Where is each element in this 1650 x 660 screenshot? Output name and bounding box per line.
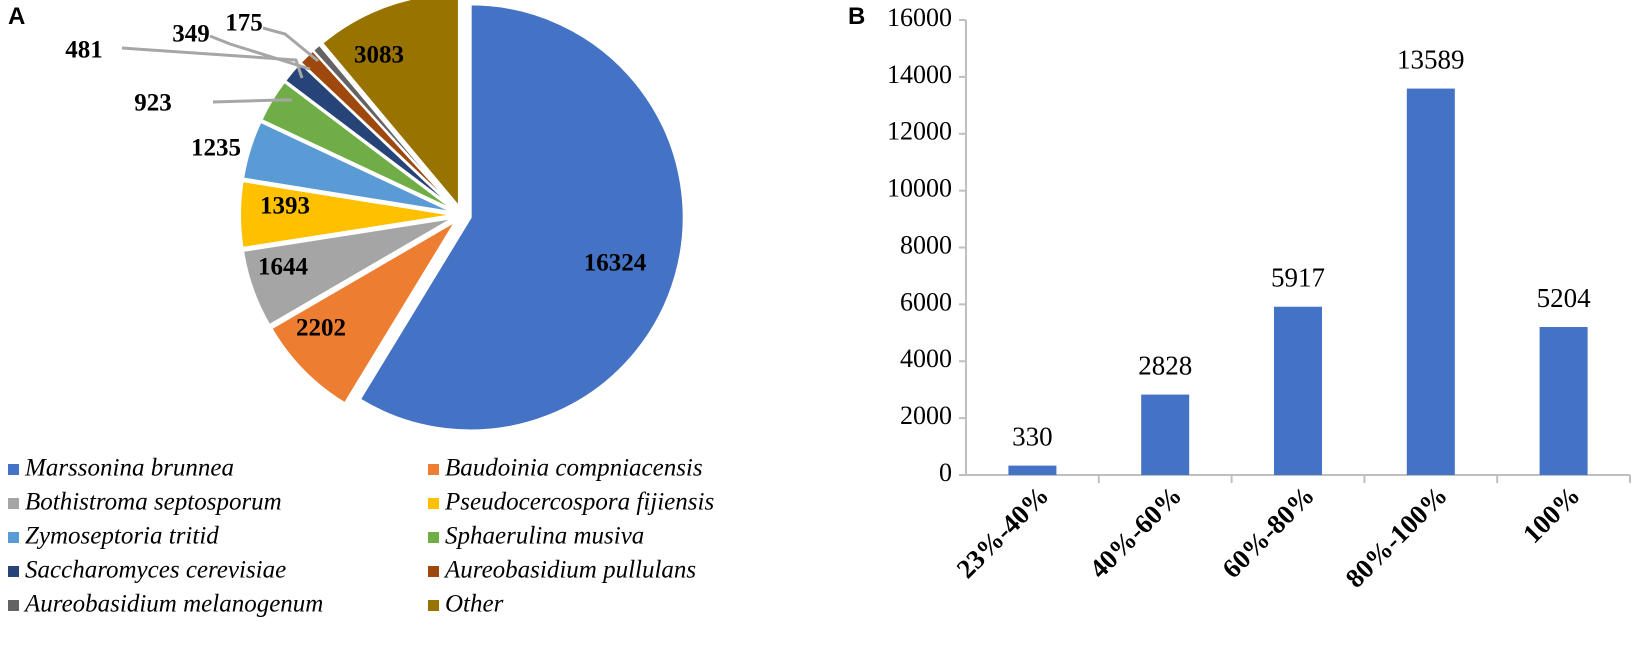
x-category-label-3: 60%-80% — [1216, 480, 1320, 584]
pie-slice-3 — [241, 217, 455, 327]
x-category-label-4: 80%-100% — [1340, 480, 1453, 593]
pie-slice-5 — [241, 120, 454, 214]
y-tick-label: 14000 — [887, 60, 952, 89]
legend-swatch-3 — [8, 498, 19, 509]
legend-swatch-4 — [428, 498, 439, 509]
legend-swatch-7 — [8, 566, 19, 577]
legend-label-10: Other — [445, 591, 504, 618]
bar-3 — [1274, 306, 1322, 475]
legend-label-8: Aureobasidium pullulans — [443, 557, 696, 584]
pie-value-label-6: 923 — [134, 90, 172, 117]
pie-value-label-1: 16324 — [584, 250, 647, 277]
bar-2 — [1141, 394, 1190, 475]
legend-swatch-9 — [8, 600, 19, 611]
legend-swatch-2 — [428, 464, 439, 475]
x-category-label-5: 100% — [1517, 480, 1586, 549]
pie-chart: 16324 2202 1644 1393 1235 923 481 349 175 3083 — [65, 0, 685, 432]
y-tick-label: 2000 — [900, 401, 952, 430]
pie-value-label-8: 349 — [172, 21, 210, 48]
pie-leader-line-7 — [121, 46, 304, 79]
pie-slice-2 — [270, 220, 457, 405]
pie-slice-1 — [358, 3, 685, 432]
bar-value-label-4: 13589 — [1397, 45, 1465, 75]
pie-value-label-9: 175 — [225, 10, 263, 37]
legend-swatch-1 — [8, 464, 19, 475]
pie-slice-4 — [239, 179, 454, 250]
legend-label-5: Zymoseptoria tritid — [25, 523, 219, 550]
bar-5 — [1539, 327, 1588, 475]
pie-value-label-4: 1393 — [260, 193, 310, 220]
pie-leader-line-6 — [212, 98, 292, 104]
y-tick-label: 16000 — [887, 3, 952, 32]
pie-value-label-10: 3083 — [354, 42, 404, 69]
legend-label-3: Bothistroma septosporum — [25, 489, 282, 516]
pie-leader-line-9 — [262, 26, 319, 63]
legend-label-9: Aureobasidium melanogenum — [23, 591, 323, 618]
pie-value-label-3: 1644 — [258, 254, 309, 281]
legend-swatch-8 — [428, 566, 439, 577]
legend-label-1: Marssonina brunnea — [24, 455, 234, 482]
y-tick-label: 8000 — [900, 230, 952, 259]
legend-label-6: Sphaerulina musiva — [445, 523, 644, 550]
pie-legend: Marssonina brunnea Baudoinia compniacensi… — [8, 455, 714, 618]
pie-slice-9 — [311, 43, 457, 209]
pie-leader-line-8 — [209, 34, 311, 71]
legend-swatch-5 — [8, 532, 19, 543]
bar-value-label-2: 2828 — [1138, 351, 1192, 381]
x-category-label-2: 40%-60% — [1083, 480, 1187, 584]
legend-label-2: Baudoinia compniacensis — [445, 455, 703, 482]
legend-label-4: Pseudocercospora fijiensis — [444, 489, 714, 516]
y-tick-label: 0 — [939, 458, 952, 487]
bar-1 — [1008, 465, 1057, 475]
legend-swatch-6 — [428, 532, 439, 543]
bar-value-label-5: 5204 — [1537, 283, 1592, 313]
pie-value-label-5: 1235 — [191, 135, 241, 162]
bar-value-label-1: 330 — [1012, 422, 1053, 452]
bar-4 — [1406, 88, 1455, 476]
legend-swatch-10 — [428, 600, 439, 611]
bar-chart: 0 2000 4000 6000 8000 10000 12000 14000 16000 330… — [887, 3, 1631, 594]
x-category-label-1: 23%-40% — [951, 480, 1055, 584]
pie-slice-10 — [320, 0, 460, 210]
legend-label-7: Saccharomyces cerevisiae — [25, 557, 286, 584]
panel-letter-b: B — [848, 3, 865, 30]
y-tick-label: 4000 — [900, 344, 952, 373]
bar-value-label-3: 5917 — [1271, 263, 1325, 293]
pie-value-label-2: 2202 — [296, 315, 346, 342]
y-tick-label: 10000 — [887, 174, 952, 203]
y-tick-label: 6000 — [900, 287, 952, 316]
y-tick-label: 12000 — [887, 117, 952, 146]
panel-letter-a: A — [8, 3, 25, 30]
pie-value-label-7: 481 — [65, 37, 103, 64]
